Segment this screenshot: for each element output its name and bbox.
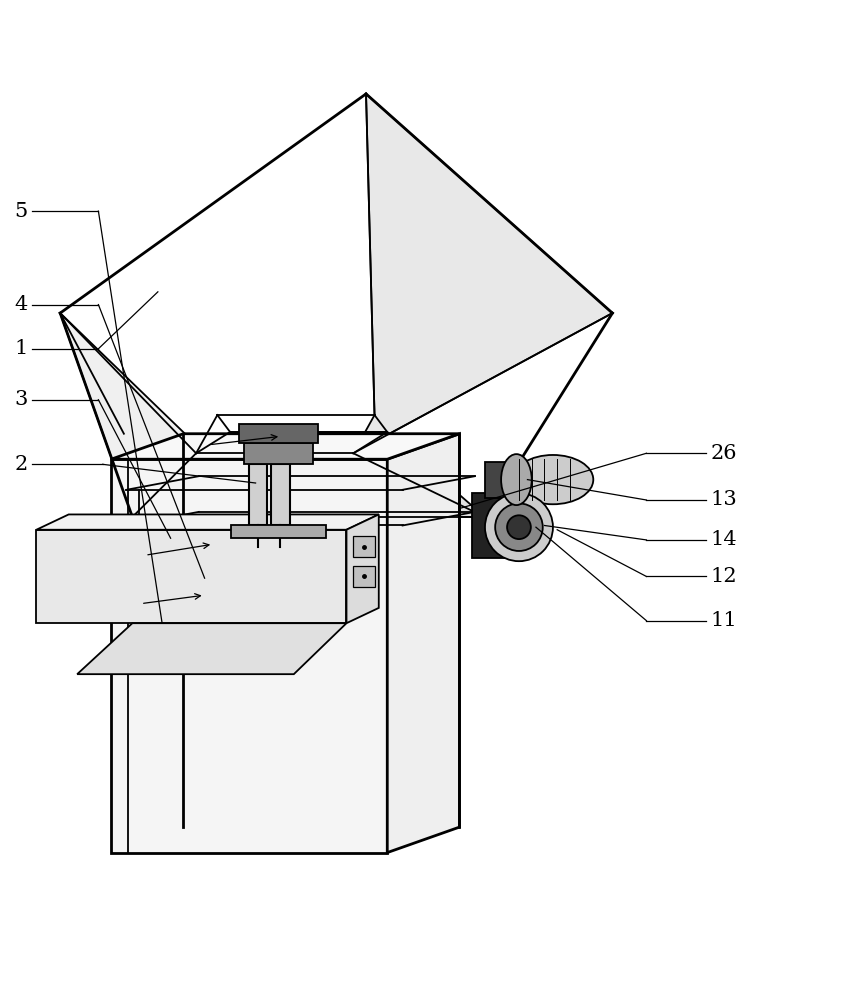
Polygon shape (111, 434, 460, 459)
Text: 12: 12 (710, 567, 737, 586)
Ellipse shape (501, 454, 532, 505)
Polygon shape (353, 94, 613, 453)
Polygon shape (77, 623, 346, 674)
Text: 3: 3 (14, 390, 28, 409)
Text: 4: 4 (14, 295, 28, 314)
Polygon shape (472, 493, 506, 558)
Text: 13: 13 (710, 490, 737, 509)
Polygon shape (346, 514, 379, 623)
Polygon shape (37, 514, 379, 530)
Polygon shape (111, 459, 387, 853)
Polygon shape (485, 462, 515, 498)
Polygon shape (353, 536, 374, 557)
Polygon shape (387, 434, 460, 853)
Polygon shape (243, 443, 313, 464)
Text: 1: 1 (14, 339, 28, 358)
Ellipse shape (512, 455, 593, 504)
Polygon shape (37, 530, 346, 623)
Text: 14: 14 (710, 530, 737, 549)
Polygon shape (60, 313, 196, 517)
Circle shape (495, 503, 543, 551)
Polygon shape (231, 525, 326, 538)
Circle shape (507, 515, 531, 539)
Text: 11: 11 (710, 611, 737, 630)
Text: 2: 2 (14, 455, 28, 474)
Polygon shape (353, 566, 374, 587)
Polygon shape (248, 464, 267, 525)
Polygon shape (239, 424, 317, 443)
Circle shape (485, 493, 553, 561)
Text: 5: 5 (14, 202, 28, 221)
Text: 26: 26 (710, 444, 737, 463)
Polygon shape (133, 432, 485, 517)
Polygon shape (271, 464, 289, 525)
